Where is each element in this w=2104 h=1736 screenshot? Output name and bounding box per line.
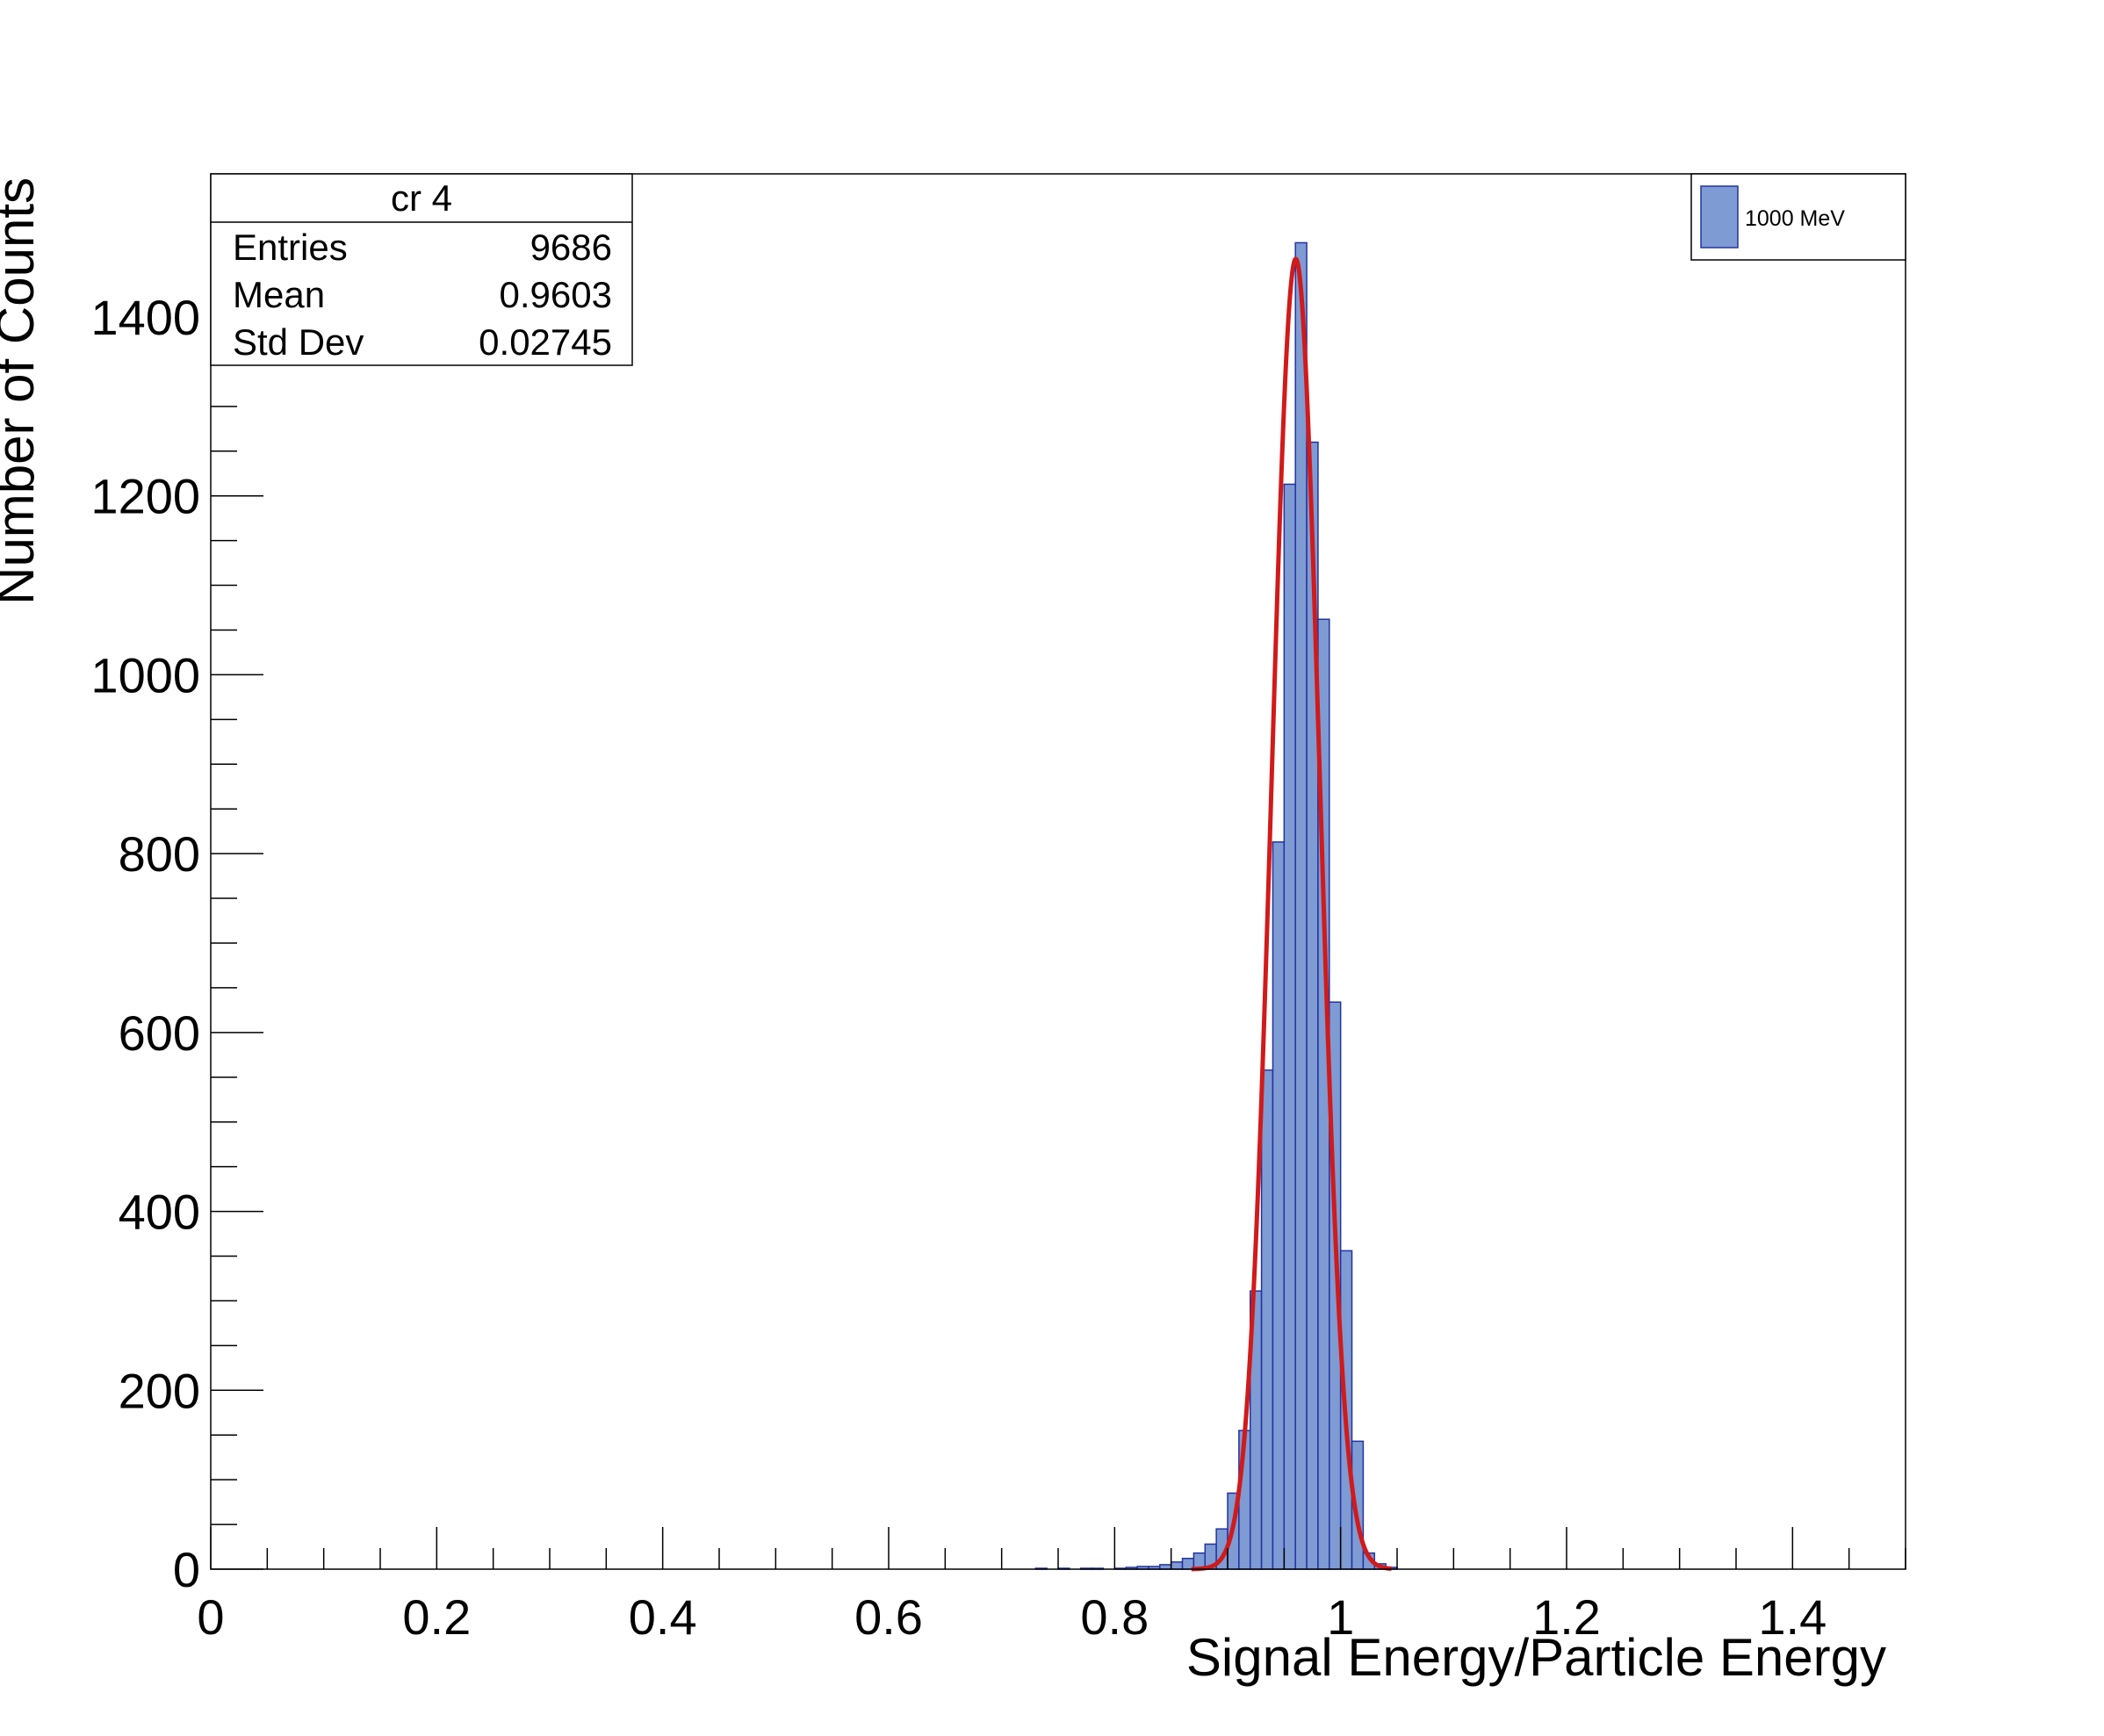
- stats-label-mean: Mean: [233, 274, 325, 315]
- stats-value-entries: 9686: [530, 227, 612, 268]
- y-axis-label: Number of Counts: [0, 177, 45, 605]
- x-axis-ticks: 0 0.2 0.4 0.6 0.8 1 1.2 1.4: [197, 1527, 1906, 1645]
- stats-value-std-dev: 0.02745: [479, 321, 612, 363]
- stats-box: cr 4 Entries 9686 Mean 0.9603 Std Dev 0.…: [210, 173, 633, 366]
- y-tick-label: 800: [119, 826, 200, 882]
- legend-swatch: [1700, 185, 1739, 249]
- y-tick-label: 600: [119, 1005, 200, 1061]
- y-tick-label: 200: [119, 1363, 200, 1418]
- x-tick-label: 1: [1327, 1589, 1354, 1645]
- stats-label-entries: Entries: [233, 227, 348, 268]
- histogram-bar: [1170, 1561, 1184, 1570]
- x-tick-label: 0.2: [402, 1589, 471, 1645]
- legend: 1000 MeV: [1690, 173, 1906, 261]
- gaussian-fit-curve: [1190, 256, 1394, 1572]
- histogram-bar: [1272, 841, 1286, 1570]
- x-tick-label: 1.4: [1758, 1589, 1827, 1645]
- y-tick-label: 1400: [90, 290, 200, 345]
- stats-box-frame: [210, 173, 633, 366]
- x-tick-label: 0.4: [629, 1589, 697, 1645]
- y-tick-label: 1200: [90, 469, 200, 524]
- stats-label-std-dev: Std Dev: [233, 321, 364, 363]
- histogram-bar: [1294, 241, 1308, 1570]
- y-axis-ticks: 0 200 400 600 800 1000 1200 1400: [90, 182, 263, 1597]
- histogram-bar: [1159, 1564, 1172, 1570]
- x-tick-label: 1.2: [1532, 1589, 1601, 1645]
- x-tick-label: 0.8: [1080, 1589, 1149, 1645]
- plot-frame: [210, 173, 1906, 1570]
- histogram-bar: [1283, 483, 1296, 1570]
- y-tick-label: 0: [173, 1542, 200, 1597]
- stats-box-title: cr 4: [391, 177, 452, 219]
- x-tick-label: 0.6: [854, 1589, 923, 1645]
- stats-value-mean: 0.9603: [500, 274, 612, 315]
- x-tick-label: 0: [197, 1589, 224, 1645]
- y-tick-label: 400: [119, 1185, 200, 1240]
- y-tick-label: 1000: [90, 647, 200, 702]
- histogram-bar: [1260, 1069, 1274, 1570]
- x-axis-label: Signal Energy/Particle Energy: [1186, 1628, 1886, 1687]
- legend-label: 1000 MeV: [1745, 206, 1845, 231]
- histogram-bars: [1034, 241, 1398, 1570]
